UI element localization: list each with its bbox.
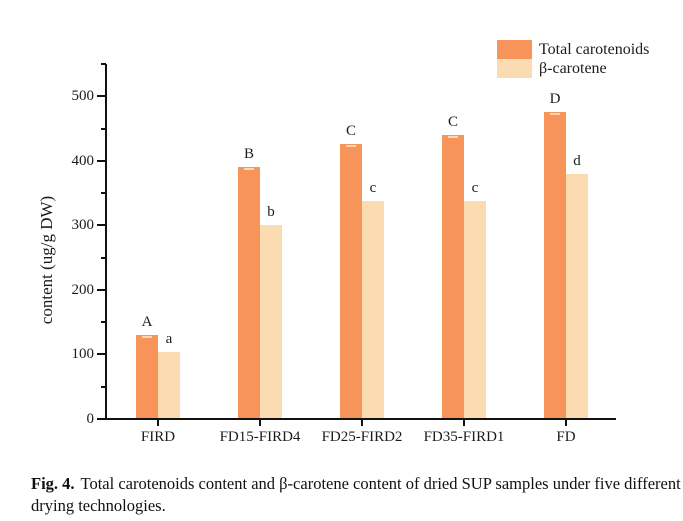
y-major-tick	[97, 95, 106, 98]
x-tick-label: FD	[556, 429, 576, 445]
significance-letter: b	[267, 204, 275, 221]
beta-carotene-bar	[260, 225, 282, 419]
significance-letter: B	[243, 146, 254, 163]
legend-label-beta-carotene: β-carotene	[539, 59, 607, 77]
y-minor-tick	[101, 321, 106, 324]
y-tick-label: 200	[71, 281, 95, 298]
y-tick-label: 300	[71, 217, 95, 234]
legend-item-beta-carotene: β-carotene	[497, 59, 649, 78]
total-carotenoids-bar	[136, 335, 158, 419]
x-tick-label: FD35-FIRD1	[423, 429, 505, 445]
figure-caption: Fig. 4. Total carotenoids content and β-c…	[31, 473, 681, 517]
significance-letter: C	[345, 123, 356, 140]
x-tick-label: FD15-FIRD4	[219, 429, 301, 445]
significance-letter: A	[141, 314, 153, 331]
figure-caption-label: Fig. 4.	[31, 474, 75, 493]
significance-letter: C	[447, 114, 458, 130]
y-minor-tick	[101, 63, 106, 65]
legend-item-total-carotenoids: Total carotenoids	[497, 40, 649, 59]
y-major-tick	[97, 418, 106, 420]
y-major-tick	[97, 288, 106, 291]
total-carotenoids-bar	[544, 111, 566, 419]
error-bar-cap	[346, 145, 356, 148]
beta-carotene-bar	[362, 201, 384, 419]
beta-carotene-bar	[566, 173, 588, 419]
y-major-tick	[97, 224, 106, 227]
y-minor-tick	[101, 256, 106, 259]
x-tick	[259, 420, 261, 426]
error-bar-cap	[448, 136, 458, 138]
y-tick-label: 400	[71, 152, 95, 169]
y-minor-tick	[101, 385, 106, 388]
x-axis	[105, 418, 616, 420]
y-tick-label: 500	[71, 88, 95, 105]
significance-letter: D	[549, 90, 561, 107]
total-carotenoids-bar	[340, 144, 362, 419]
legend: Total carotenoids β-carotene	[497, 40, 649, 78]
y-tick-label: 100	[71, 346, 95, 363]
error-bar-cap	[142, 336, 152, 339]
figure-caption-text: Total carotenoids content and β-carotene…	[31, 474, 681, 515]
x-tick-label: FIRD	[140, 429, 176, 445]
x-tick	[157, 420, 159, 426]
y-tick-label: 0	[86, 411, 95, 427]
significance-letter: d	[573, 152, 581, 169]
total-carotenoids-bar	[238, 167, 260, 419]
legend-label-total-carotenoids: Total carotenoids	[539, 40, 650, 58]
significance-letter: a	[165, 330, 173, 347]
x-tick-label: FD25-FIRD2	[321, 429, 403, 445]
x-tick	[361, 420, 363, 426]
beta-carotene-bar	[464, 200, 486, 419]
total-carotenoids-swatch	[497, 40, 532, 59]
beta-carotene-bar	[158, 351, 180, 419]
significance-letter: c	[369, 180, 377, 197]
total-carotenoids-bar	[442, 135, 464, 419]
significance-letter: c	[471, 179, 479, 196]
y-minor-tick	[101, 192, 106, 195]
y-minor-tick	[101, 127, 106, 130]
x-tick	[463, 420, 465, 426]
error-bar-cap	[550, 112, 560, 115]
x-tick	[565, 420, 567, 426]
y-major-tick	[97, 159, 106, 162]
y-major-tick	[97, 353, 106, 356]
beta-carotene-swatch	[497, 59, 532, 78]
y-axis-title: content (ug/g DW)	[37, 195, 56, 325]
y-axis	[105, 64, 107, 420]
error-bar-cap	[244, 168, 254, 171]
